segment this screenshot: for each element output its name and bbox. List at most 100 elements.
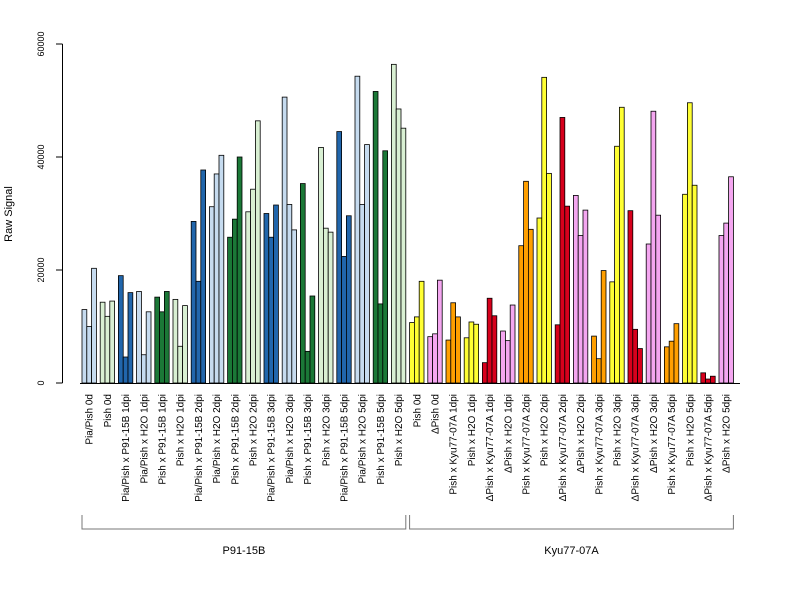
bar: [400, 127, 407, 384]
bar: [327, 231, 334, 384]
bar: [299, 183, 306, 384]
bar: [559, 117, 566, 384]
bar: [541, 76, 547, 384]
bar: [390, 63, 397, 384]
bar: [668, 340, 675, 384]
x-tick-label: Pish x Kyu77-07A 5dpi: [667, 394, 678, 495]
bar: [523, 180, 529, 384]
bar: [91, 267, 97, 384]
bar: [413, 316, 420, 384]
bar: [322, 227, 329, 384]
bar: [600, 270, 607, 384]
bar: [309, 295, 316, 384]
bar: [286, 204, 293, 384]
bar: [655, 214, 661, 384]
bar: [177, 345, 184, 384]
bar: [136, 291, 142, 384]
bar: [546, 172, 552, 384]
bar: [208, 206, 215, 384]
bar: [700, 372, 706, 384]
bar: [145, 311, 152, 384]
bar: [632, 328, 638, 384]
bar: [554, 324, 561, 384]
bar: [359, 204, 365, 384]
bar: [109, 300, 116, 384]
x-tick-label: Pish x H2O 3dpi: [613, 394, 624, 466]
y-tick-label: 40000: [36, 144, 46, 169]
bar: [172, 298, 179, 384]
bar: [127, 292, 134, 384]
bar: [236, 156, 243, 384]
x-tick-label: ΔPish x H2O 2dpi: [576, 394, 587, 473]
bar: [364, 144, 370, 384]
bar: [140, 354, 147, 384]
bar: [377, 303, 384, 384]
bar: [536, 217, 543, 384]
bar: [86, 326, 93, 384]
x-tick-label: Pish 0d: [103, 394, 114, 427]
bar: [728, 176, 734, 384]
x-tick-label: Pia/Pish x H2O 1dpi: [139, 394, 150, 484]
x-tick-label: ΔPish x H2O 1dpi: [503, 394, 514, 473]
bar: [395, 108, 402, 384]
bar: [687, 102, 693, 384]
bar: [468, 321, 475, 384]
bar: [254, 120, 261, 384]
x-tick-label: Pia/Pish x P91-15B 2dpi: [194, 394, 205, 502]
bar: [723, 222, 729, 384]
bar: [154, 296, 161, 384]
bar: [473, 323, 479, 384]
x-tick-label: Pia/Pish x H2O 2dpi: [212, 394, 223, 484]
x-tick-label: Pia/Pish x P91-15B 5dpi: [340, 394, 351, 502]
y-tick-label: 20000: [36, 257, 46, 282]
x-tick-label: Pish x Kyu77-07A 2dpi: [522, 394, 533, 495]
group-brackets: P91-15B Kyu77-07A: [81, 515, 734, 557]
bracket-label: Kyu77-07A: [544, 545, 599, 557]
bar: [528, 228, 534, 384]
bar: [577, 235, 584, 384]
bar: [118, 275, 124, 384]
bar: [691, 184, 698, 384]
bar: [627, 210, 634, 384]
bar: [263, 213, 270, 384]
bar: [491, 315, 498, 384]
bar: [614, 145, 620, 384]
bar: [354, 75, 361, 384]
x-tick-label: Pia/Pish x P91-15B 3dpi: [267, 394, 278, 502]
bar: [281, 96, 288, 384]
bar: [481, 362, 488, 384]
bar: [650, 110, 657, 384]
bar: [291, 229, 297, 384]
x-tick-label: Pish x H2O 2dpi: [249, 394, 260, 466]
bars: [81, 63, 734, 384]
bar: [318, 146, 324, 384]
bar: [372, 91, 379, 384]
bar: [345, 215, 352, 384]
y-tick-label: 60000: [36, 31, 46, 56]
x-tick-labels: Pia/Pish 0d Pish 0d Pia/Pish x P91-15B 1dp…: [85, 394, 733, 502]
x-tick-label: Pish x Kyu77-07A 1dpi: [449, 394, 460, 495]
bar: [273, 204, 279, 384]
bar: [104, 315, 111, 384]
bar: [609, 281, 615, 384]
y-axis-label: Raw Signal: [3, 186, 15, 242]
bar: [445, 339, 452, 384]
bar: [664, 346, 670, 384]
bar: [673, 323, 680, 384]
bar: [637, 348, 643, 384]
bar: [591, 335, 597, 384]
bar: [427, 336, 433, 384]
bar: [190, 221, 197, 384]
x-tick-label: ΔPish x Kyu77-07A 2dpi: [558, 394, 569, 501]
bar: [450, 302, 456, 384]
bar: [486, 297, 493, 384]
bar: [705, 378, 711, 384]
bar: [582, 209, 589, 384]
bar: [200, 169, 207, 384]
x-tick-label: Pish x H2O 5dpi: [685, 394, 696, 466]
bar: [455, 316, 461, 384]
x-tick-label: ΔPish 0d: [431, 394, 442, 434]
x-tick-label: Pish x H2O 1dpi: [467, 394, 478, 466]
bar: [509, 304, 516, 384]
